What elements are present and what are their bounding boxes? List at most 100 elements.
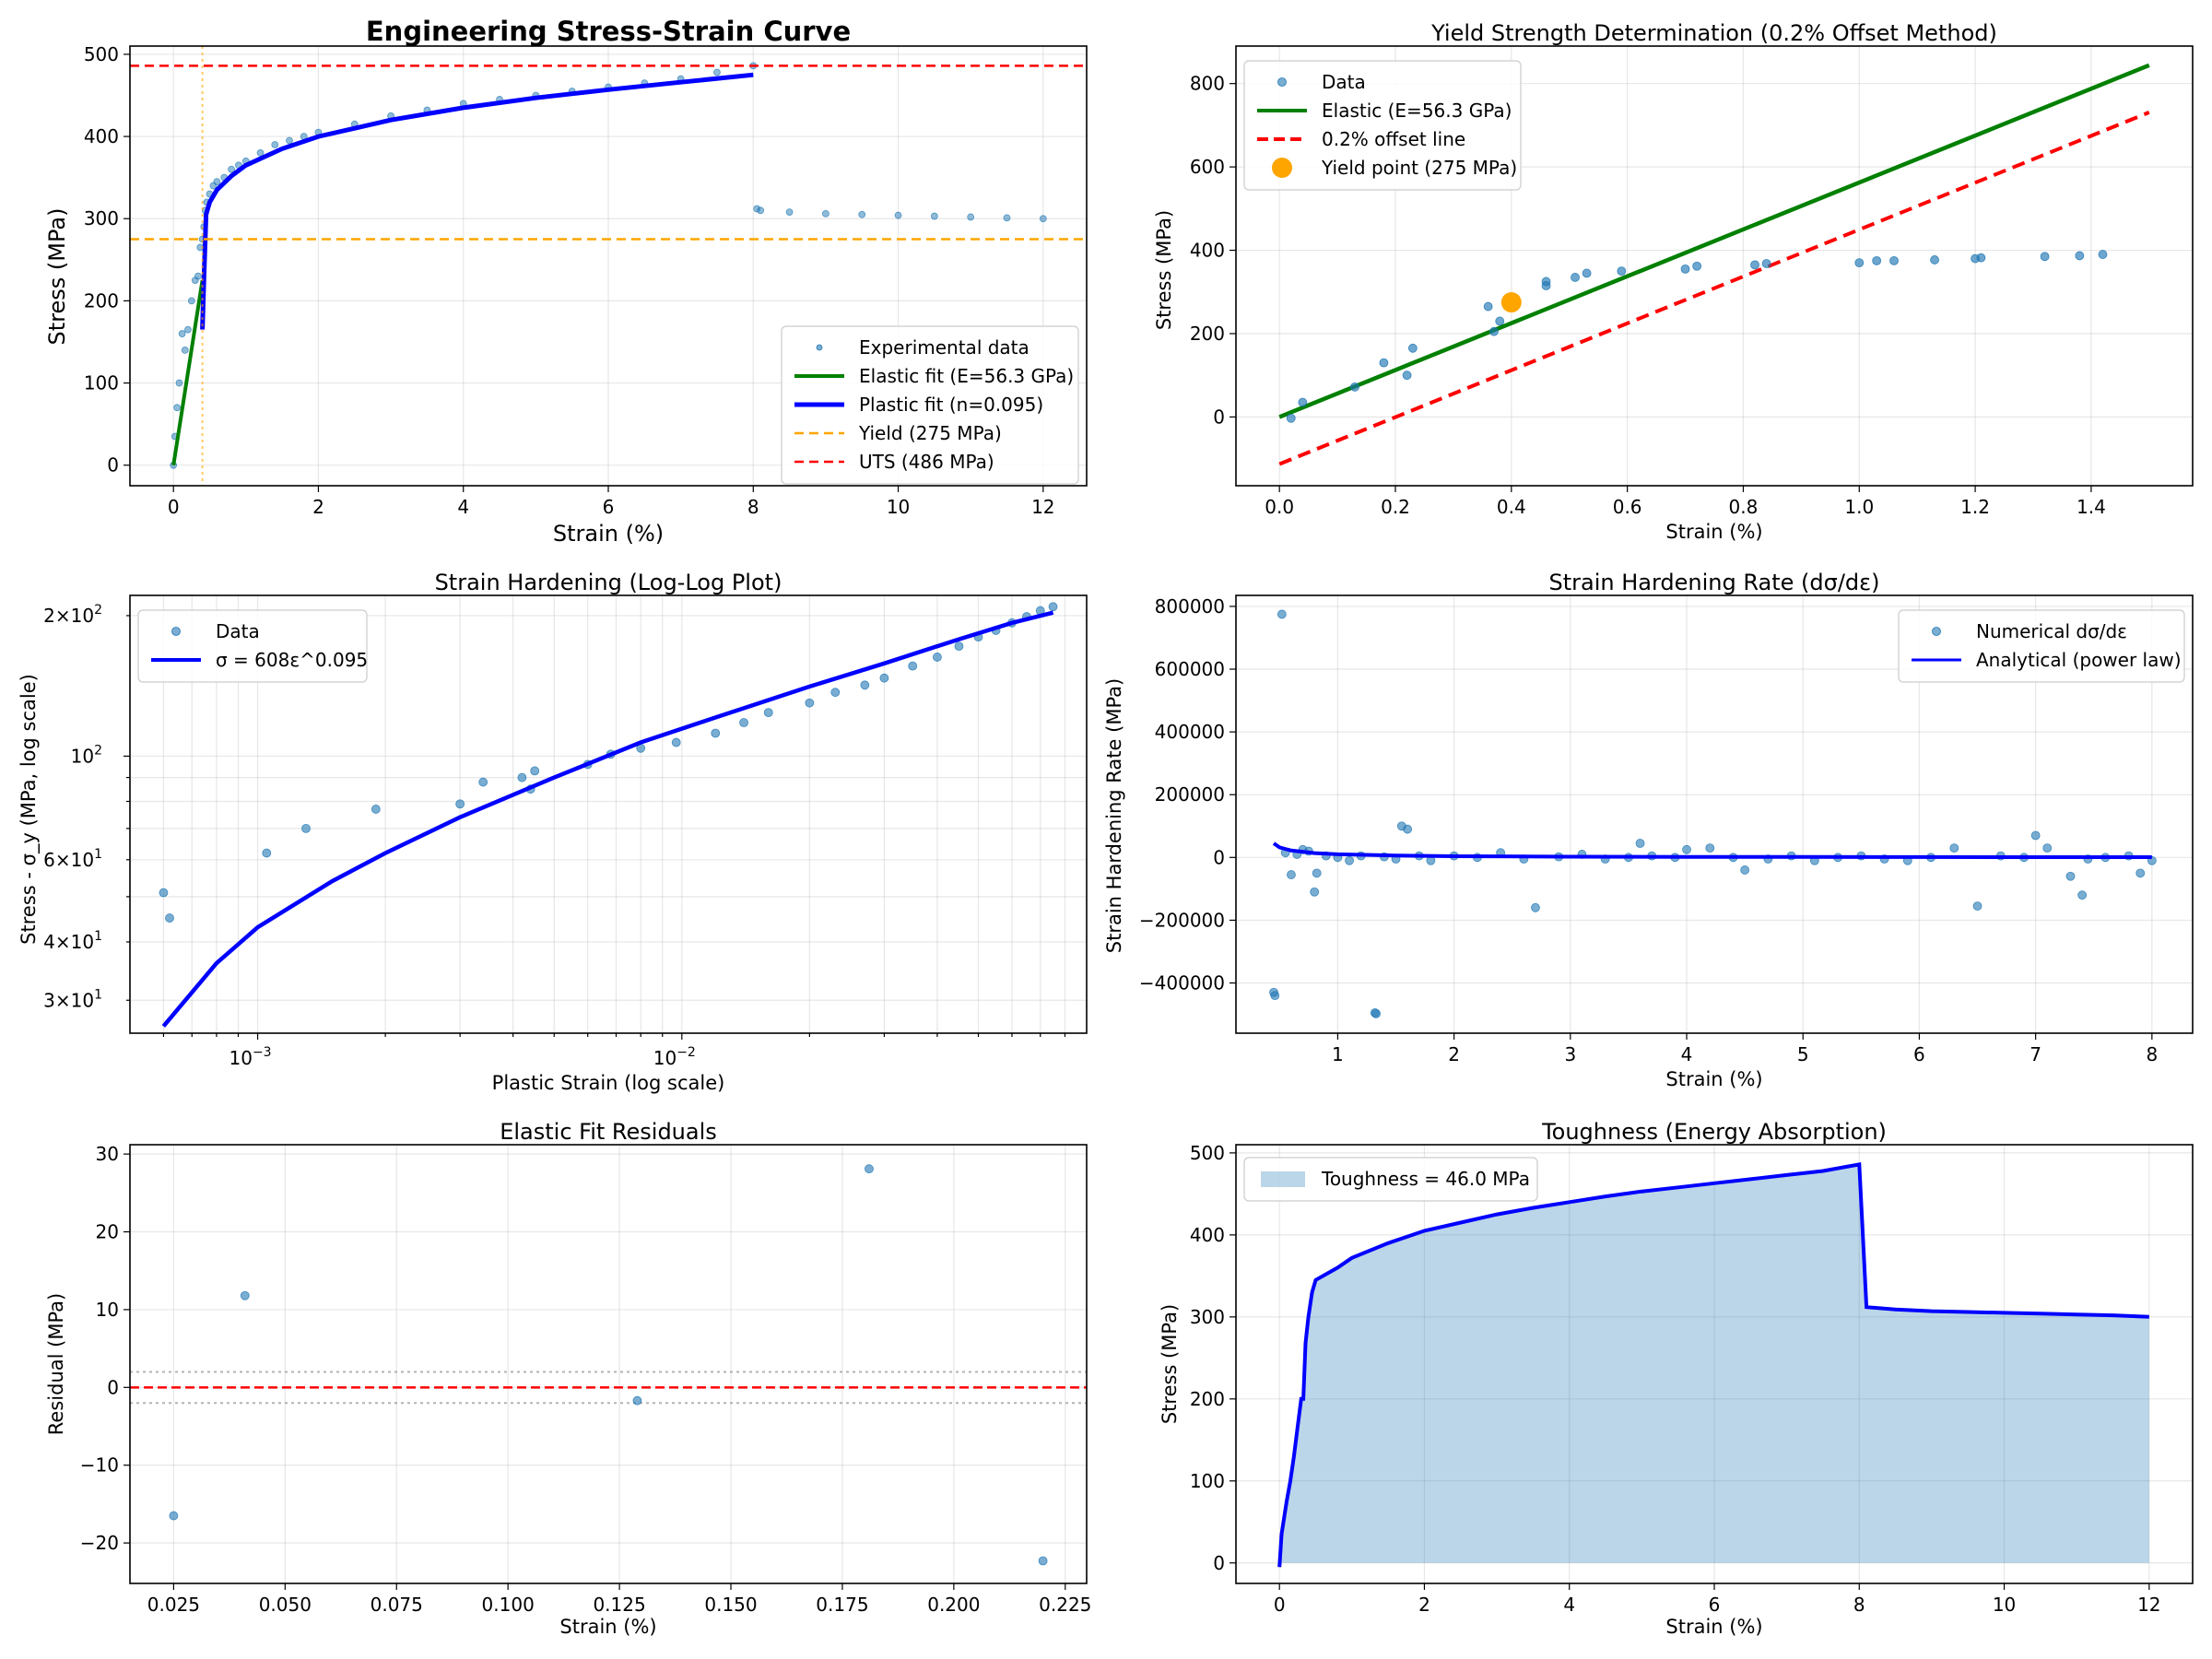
data-point bbox=[757, 206, 765, 215]
y-tick-label: 4×101 bbox=[43, 929, 102, 953]
data-point bbox=[1270, 991, 1280, 1001]
legend: Experimental data Elastic fit (E=56.3 GPa… bbox=[781, 325, 1079, 485]
data-point bbox=[1379, 358, 1389, 368]
stress-strain-line bbox=[1277, 1162, 2149, 1568]
data-point bbox=[763, 708, 773, 718]
elastic-line bbox=[1278, 63, 2150, 419]
legend-label: σ = 608ε^0.095 bbox=[216, 649, 368, 671]
x-tick-label: 8 bbox=[747, 496, 759, 518]
data-point bbox=[1003, 214, 1011, 222]
x-tick-label: 6 bbox=[1709, 1594, 1721, 1616]
data-point bbox=[1949, 843, 1959, 853]
data-point bbox=[954, 641, 964, 652]
y-axis-label: Strain Hardening Rate (MPa) bbox=[1103, 678, 1125, 953]
x-tick-label: 8 bbox=[2146, 1043, 2158, 1065]
data-point bbox=[1571, 273, 1580, 282]
x-tick-label: 0.025 bbox=[147, 1594, 200, 1616]
x-axis-label: Strain (%) bbox=[1665, 521, 1762, 543]
y-tick-label: 300 bbox=[84, 207, 119, 229]
y-tick-label: 500 bbox=[1190, 1142, 1225, 1164]
legend-frame bbox=[1898, 609, 2185, 683]
panel-title: Engineering Stress-Strain Curve bbox=[366, 16, 851, 47]
data-point bbox=[1692, 261, 1702, 271]
x-tick-label: 12 bbox=[1031, 496, 1054, 518]
panel-toughness: Toughness (Energy Absorption) Strain (%)… bbox=[1159, 1119, 1887, 1638]
data-point bbox=[1976, 253, 1986, 263]
x-tick-label: 0.100 bbox=[482, 1594, 535, 1616]
data-point bbox=[1972, 901, 1983, 911]
legend-label: Toughness = 46.0 MPa bbox=[1321, 1168, 1530, 1190]
ticks: 0 2 4 6 8 10 12 0 100 200 300 400 500 bbox=[1190, 1142, 2161, 1616]
data-point bbox=[371, 805, 381, 814]
data-point bbox=[1740, 865, 1750, 875]
data-point bbox=[1489, 326, 1499, 336]
legend-swatch bbox=[1261, 1171, 1305, 1187]
x-tick-label: 10 bbox=[887, 496, 910, 518]
data-point bbox=[455, 799, 465, 809]
data-point bbox=[1312, 868, 1322, 878]
legend-frame bbox=[137, 609, 368, 683]
legend: Numerical dσ/dε Analytical (power law) bbox=[1898, 609, 2185, 683]
data-point bbox=[822, 209, 830, 218]
legend-marker bbox=[1932, 627, 1941, 636]
y-tick-label: 200 bbox=[1190, 1388, 1225, 1410]
data-point bbox=[1750, 260, 1759, 270]
data-point bbox=[785, 208, 794, 217]
x-tick-label: 4 bbox=[1681, 1043, 1693, 1065]
toughness-area bbox=[1279, 1164, 2149, 1563]
panel-title: Toughness (Energy Absorption) bbox=[1541, 1119, 1887, 1145]
panel-title: Strain Hardening (Log-Log Plot) bbox=[435, 570, 782, 595]
x-tick-label: 0.225 bbox=[1039, 1594, 1091, 1616]
y-tick-label: 300 bbox=[1190, 1306, 1225, 1328]
ticks: 1 2 3 4 5 6 7 8 −400000 −200000 0 200000 400000 60000… bbox=[1139, 595, 2158, 1065]
data-point bbox=[228, 165, 235, 173]
residual-point bbox=[632, 1395, 642, 1406]
legend-label: Experimental data bbox=[859, 336, 1030, 359]
legend-label: UTS (486 MPa) bbox=[859, 451, 994, 473]
x-axis-label: Strain (%) bbox=[559, 1616, 656, 1638]
residual-point bbox=[865, 1164, 874, 1174]
panel-title: Yield Strength Determination (0.2% Offse… bbox=[1430, 20, 1997, 46]
x-tick-label: 1 bbox=[1332, 1043, 1344, 1065]
data-point bbox=[165, 913, 174, 923]
legend-label: Analytical (power law) bbox=[1976, 649, 2182, 671]
y-tick-label: 400 bbox=[84, 125, 119, 147]
data-point bbox=[530, 766, 540, 776]
x-tick-label: 0 bbox=[1274, 1594, 1286, 1616]
ticks: 0.025 0.050 0.075 0.100 0.125 0.150 0.175 0.200… bbox=[80, 1143, 1092, 1616]
y-tick-label: 400000 bbox=[1155, 721, 1225, 743]
x-axis-label: Plastic Strain (log scale) bbox=[492, 1072, 725, 1094]
data-point bbox=[1682, 844, 1691, 854]
data-point bbox=[213, 178, 221, 186]
y-tick-label: 102 bbox=[71, 743, 102, 767]
power-law-fit bbox=[161, 610, 1054, 1028]
data-point bbox=[301, 823, 311, 833]
legend-marker bbox=[1277, 77, 1287, 87]
y-tick-label: 0 bbox=[107, 454, 119, 477]
data-point bbox=[1402, 371, 1412, 381]
y-tick-label: 200 bbox=[1190, 323, 1225, 345]
x-tick-label: 4 bbox=[457, 496, 469, 518]
data-point bbox=[671, 737, 681, 747]
data-point bbox=[271, 141, 279, 148]
data-point bbox=[879, 673, 889, 683]
y-tick-label: −10 bbox=[80, 1454, 119, 1477]
panel-yield-offset: Yield Strength Determination (0.2% Offse… bbox=[1153, 20, 1997, 543]
y-tick-label: 6×101 bbox=[43, 847, 102, 871]
x-tick-label: 0.150 bbox=[704, 1594, 757, 1616]
data-point bbox=[1277, 609, 1287, 619]
x-tick-label: 5 bbox=[1797, 1043, 1809, 1065]
data-point bbox=[1371, 1008, 1381, 1018]
plot-frame bbox=[1235, 594, 2194, 1034]
legend-label: 0.2% offset line bbox=[1322, 128, 1465, 150]
y-tick-label: 800000 bbox=[1155, 595, 1225, 618]
x-tick-label: 2 bbox=[312, 496, 324, 518]
data-point bbox=[908, 661, 918, 671]
x-tick-label: 12 bbox=[2137, 1594, 2160, 1616]
y-tick-label: 0 bbox=[1213, 1552, 1225, 1574]
legend-label: Data bbox=[216, 620, 260, 642]
data-point bbox=[2098, 250, 2108, 259]
y-tick-label: 400 bbox=[1190, 1224, 1225, 1246]
data-point bbox=[1635, 839, 1645, 848]
panel-residuals: Elastic Fit Residuals Strain (%) Residua… bbox=[45, 1119, 717, 1638]
